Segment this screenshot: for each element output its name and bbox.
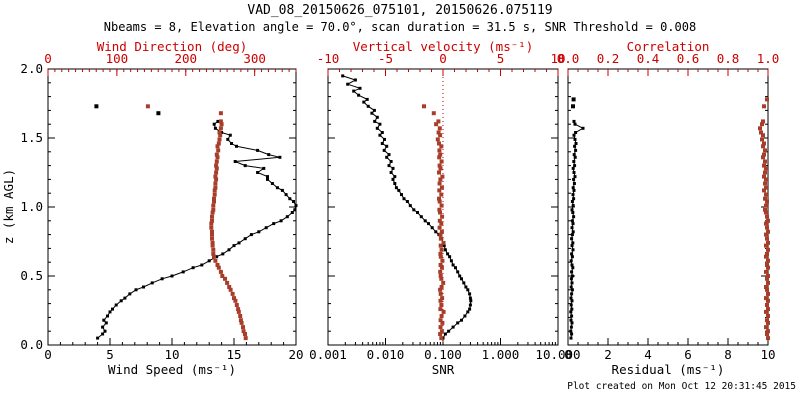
svg-text:1.000: 1.000 [482,347,520,362]
svg-text:8: 8 [724,347,732,362]
svg-text:0.010: 0.010 [367,347,405,362]
vertical-velocity-axis-label: Vertical velocity (ms⁻¹) [352,39,534,54]
svg-text:1.5: 1.5 [20,130,43,145]
svg-text:5: 5 [106,347,114,362]
svg-text:200: 200 [174,51,197,66]
svg-text:300: 300 [243,51,266,66]
svg-text:4: 4 [644,347,652,362]
snr-axis-label: SNR [431,362,455,377]
svg-text:5: 5 [497,51,505,66]
svg-text:10: 10 [550,51,565,66]
scan-parameters-subtitle: Nbeams = 8, Elevation angle = 70.0°, sca… [103,20,697,34]
svg-text:15: 15 [226,347,241,362]
svg-text:0: 0 [564,347,572,362]
svg-text:0.5: 0.5 [20,268,43,283]
wind-speed-axis-label: Wind Speed (ms⁻¹) [108,362,236,377]
svg-text:10.000: 10.000 [535,347,580,362]
wind-direction-axis-label: Wind Direction (deg) [96,39,248,54]
svg-text:-10: -10 [317,51,340,66]
page-title: VAD_08_20150626_075101, 20150626.075119 [247,3,553,18]
svg-text:0.001: 0.001 [309,347,347,362]
correlation-axis-label: Correlation [626,39,710,54]
svg-text:2: 2 [604,347,612,362]
svg-text:0.0: 0.0 [20,337,43,352]
svg-text:10: 10 [760,347,775,362]
svg-text:0: 0 [44,347,52,362]
residual-axis-label: Residual (ms⁻¹) [611,362,725,377]
svg-text:0.6: 0.6 [677,51,700,66]
svg-text:0.8: 0.8 [717,51,740,66]
svg-text:20: 20 [288,347,303,362]
svg-text:0: 0 [44,51,52,66]
svg-text:10: 10 [164,347,179,362]
svg-text:100: 100 [106,51,129,66]
svg-text:-5: -5 [378,51,393,66]
svg-text:0.100: 0.100 [424,347,462,362]
svg-text:0.2: 0.2 [597,51,620,66]
svg-text:1.0: 1.0 [20,199,43,214]
plot-created-timestamp: Plot created on Mon Oct 12 20:31:45 2015 [567,381,796,392]
svg-text:0.4: 0.4 [637,51,660,66]
svg-text:0.0: 0.0 [557,51,580,66]
svg-text:6: 6 [684,347,692,362]
svg-text:0: 0 [439,51,447,66]
svg-text:1.0: 1.0 [757,51,780,66]
svg-text:2.0: 2.0 [20,61,43,76]
